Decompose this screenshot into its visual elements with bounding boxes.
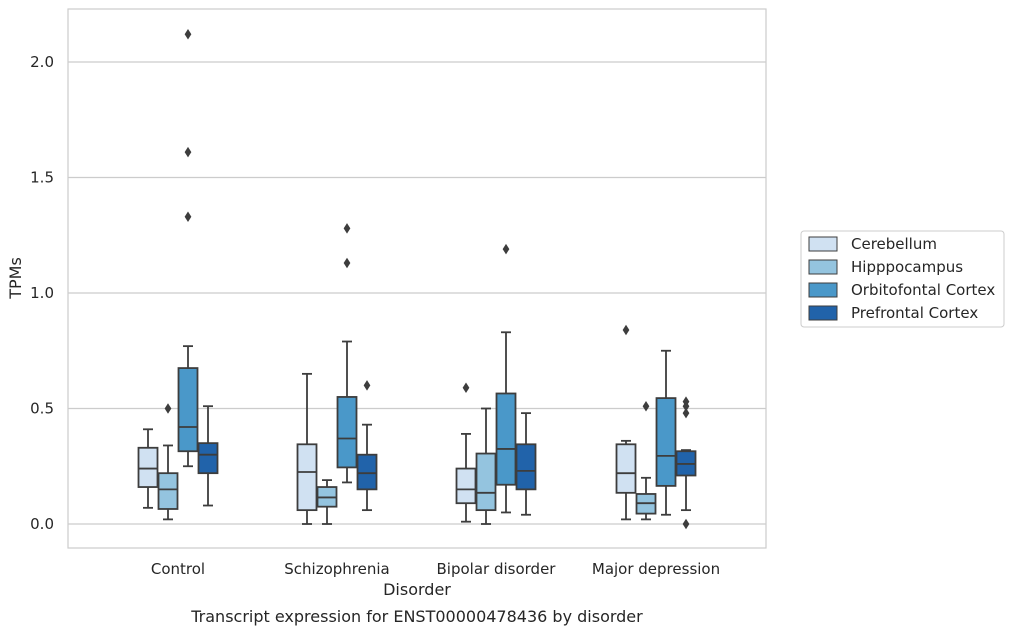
boxes — [137, 29, 697, 530]
y-tick-labels: 0.0 0.5 1.0 1.5 2.0 — [30, 53, 54, 533]
outlier-point — [682, 407, 690, 419]
box-orbitofontal-cortex-schizophrenia — [336, 223, 358, 484]
outlier-point — [682, 396, 690, 407]
box-body — [157, 472, 179, 510]
outlier-point — [502, 243, 510, 255]
x-tick-label: Bipolar disorder — [437, 560, 557, 578]
legend-label: Orbitofontal Cortex — [851, 281, 995, 299]
y-tick-label: 0.5 — [30, 400, 54, 418]
box-hipppocampus-bipolar-disorder — [475, 407, 497, 525]
x-tick-labels: Control Schizophrenia Bipolar disorder Majo… — [151, 560, 720, 578]
plot-frame — [67, 8, 767, 549]
x-axis-label: Disorder — [383, 580, 451, 599]
outlier-point — [363, 380, 371, 391]
box-body — [336, 396, 358, 469]
legend: Cerebellum Hipppocampus Orbitofontal Corte… — [800, 230, 1005, 328]
legend-item: Cerebellum — [808, 235, 937, 253]
box-body — [356, 453, 378, 491]
box-body — [515, 443, 537, 491]
legend-frame — [800, 230, 1005, 328]
legend-label: Cerebellum — [851, 235, 937, 253]
outlier-point — [184, 211, 192, 223]
legend-swatch — [808, 236, 838, 252]
legend-swatch — [808, 282, 838, 298]
legend-item: Orbitofontal Cortex — [808, 281, 995, 299]
box-body — [495, 392, 517, 486]
box-prefrontal-cortex-bipolar-disorder — [515, 412, 537, 516]
box-body — [615, 443, 637, 494]
box-orbitofontal-cortex-bipolar-disorder — [495, 243, 517, 514]
box-cerebellum-control — [137, 428, 159, 509]
box-prefrontal-cortex-schizophrenia — [356, 380, 378, 512]
box-hipppocampus-control — [157, 403, 179, 521]
legend-label: Prefrontal Cortex — [851, 304, 978, 322]
y-axis-label: TPMs — [6, 257, 25, 300]
box-body — [177, 367, 199, 453]
legend-swatch — [808, 305, 838, 321]
box-cerebellum-schizophrenia — [296, 372, 318, 525]
x-tick-label: Schizophrenia — [284, 560, 389, 578]
legend-label: Hipppocampus — [851, 258, 963, 276]
box-body — [137, 446, 159, 488]
legend-item: Prefrontal Cortex — [808, 304, 978, 322]
box-body — [296, 443, 318, 512]
box-cerebellum-major-depression — [615, 324, 637, 521]
outlier-point — [642, 400, 650, 412]
y-tick-label: 1.5 — [30, 169, 54, 187]
x-tick-label: Control — [151, 560, 205, 578]
outlier-point — [184, 146, 192, 158]
outlier-point — [343, 257, 351, 269]
box-prefrontal-cortex-control — [197, 405, 219, 507]
box-prefrontal-cortex-major-depression — [675, 396, 697, 530]
box-orbitofontal-cortex-major-depression — [655, 349, 677, 516]
box-hipppocampus-schizophrenia — [316, 479, 338, 525]
box-body — [475, 452, 497, 512]
legend-item: Hipppocampus — [808, 258, 963, 276]
x-tick-label: Major depression — [592, 560, 720, 578]
box-body — [197, 442, 219, 475]
y-tick-label: 1.0 — [30, 284, 54, 302]
y-tick-label: 2.0 — [30, 53, 54, 71]
chart-title: Transcript expression for ENST0000047843… — [190, 607, 643, 626]
legend-swatch — [808, 259, 838, 275]
outlier-point — [622, 324, 630, 336]
box-body — [655, 397, 677, 487]
outlier-point — [184, 29, 192, 40]
outlier-point — [164, 403, 172, 414]
outlier-point — [682, 518, 690, 530]
y-tick-label: 0.0 — [30, 515, 54, 533]
outlier-point — [462, 382, 470, 393]
box-hipppocampus-major-depression — [635, 400, 657, 521]
outlier-point — [343, 223, 351, 234]
box-body — [455, 467, 477, 505]
box-cerebellum-bipolar-disorder — [455, 382, 477, 523]
box-orbitofontal-cortex-control — [177, 29, 199, 468]
